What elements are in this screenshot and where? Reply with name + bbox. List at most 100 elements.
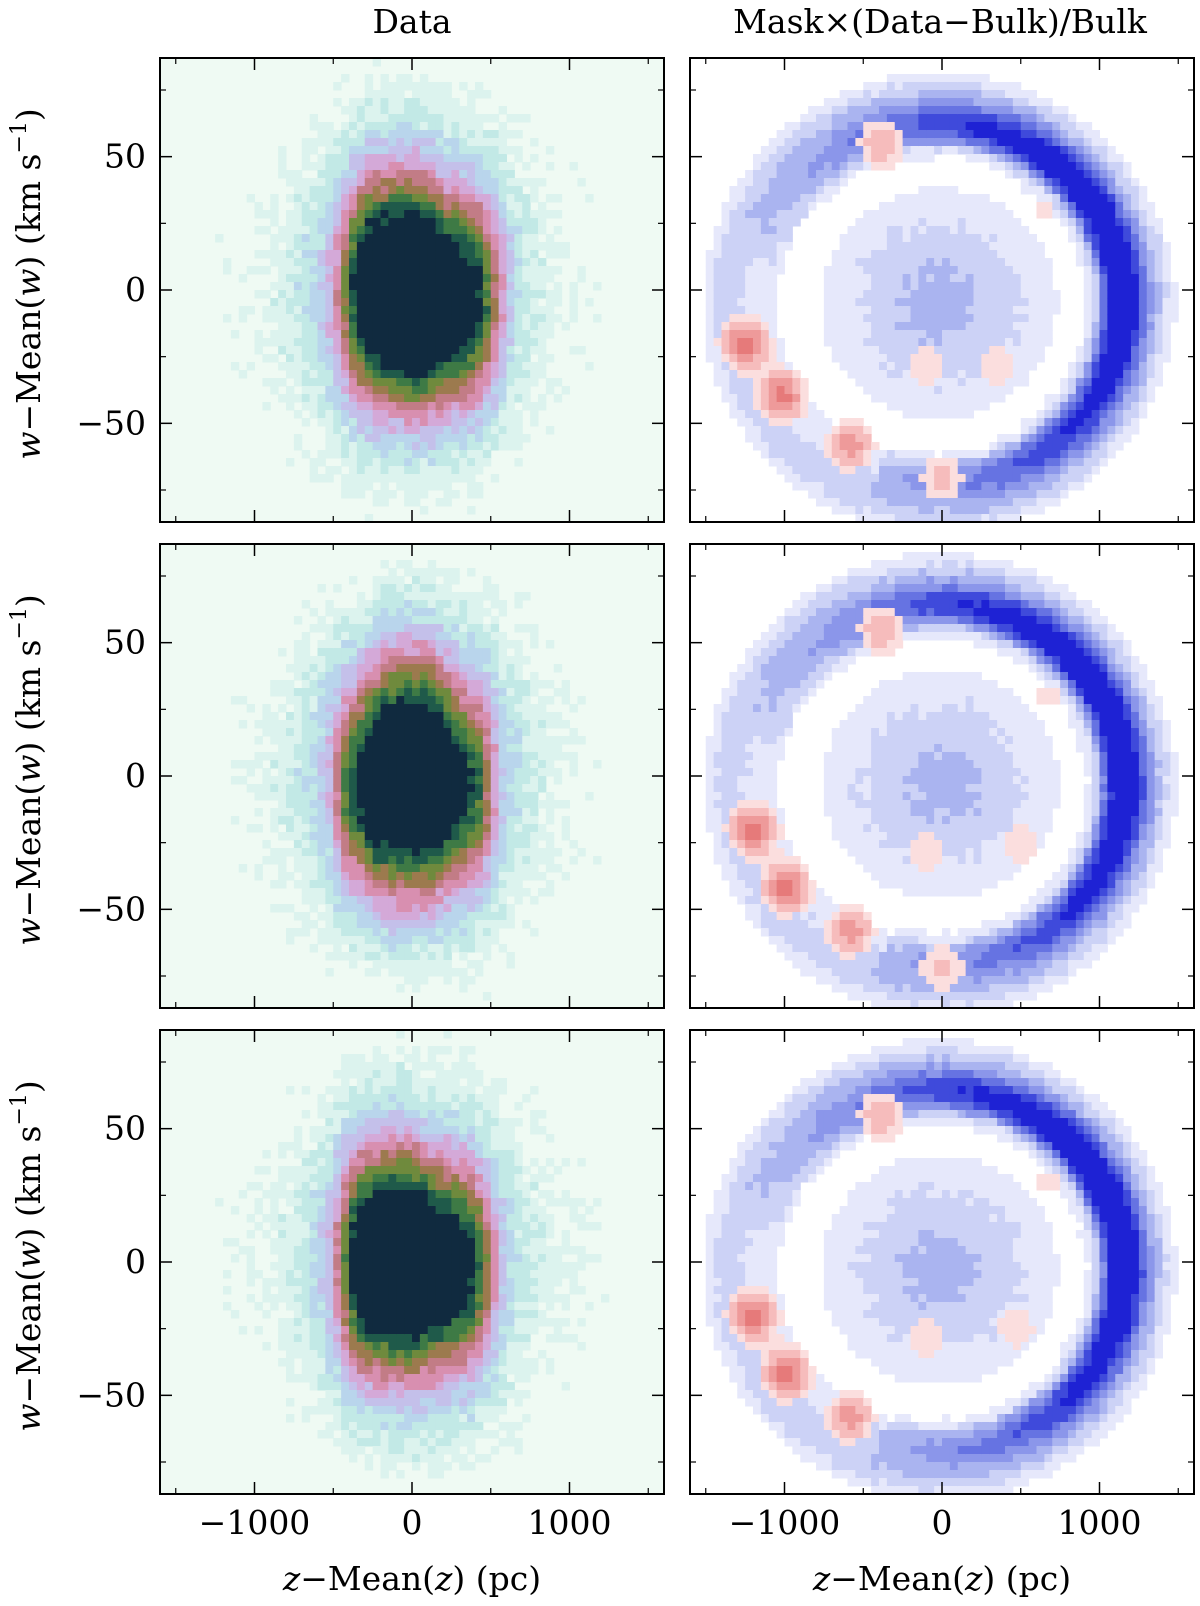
residual-cell — [918, 338, 927, 347]
density-cell — [404, 338, 413, 347]
residual-cell — [918, 306, 927, 315]
density-cell — [538, 346, 547, 355]
residual-cell — [879, 362, 888, 371]
residual-cell — [1005, 218, 1014, 227]
residual-cell — [879, 226, 888, 235]
residual-cell — [1044, 106, 1053, 115]
residual-cell — [737, 402, 746, 411]
residual-cell — [823, 482, 833, 491]
residual-cell — [981, 386, 990, 395]
residual-cell — [1154, 290, 1164, 299]
density-cell — [412, 752, 421, 761]
residual-cell — [737, 338, 746, 347]
density-cell — [262, 338, 271, 347]
density-cell — [419, 426, 429, 435]
residual-cell — [1044, 322, 1053, 331]
density-cell — [435, 952, 445, 961]
residual-cell — [855, 466, 864, 475]
residual-cell — [831, 474, 841, 483]
density-cell — [475, 298, 484, 307]
density-cell — [380, 178, 389, 187]
residual-cell — [1146, 386, 1156, 395]
density-cell — [419, 370, 429, 379]
residual-cell — [1154, 250, 1164, 259]
density-cell — [246, 784, 256, 793]
density-cell — [530, 154, 539, 163]
density-cell — [412, 696, 421, 705]
density-cell — [451, 568, 460, 577]
residual-cell — [847, 450, 856, 459]
residual-cell — [1115, 154, 1124, 163]
density-cell — [325, 426, 334, 435]
density-cell — [545, 250, 555, 259]
density-cell — [482, 154, 492, 163]
density-cell — [388, 154, 397, 163]
density-cell — [522, 202, 531, 211]
residual-cell — [760, 186, 770, 195]
density-cell — [333, 346, 342, 355]
residual-cell — [957, 210, 967, 219]
residual-cell — [768, 186, 778, 195]
residual-cell — [1068, 194, 1077, 203]
density-cell — [349, 960, 358, 969]
density-cell — [443, 106, 452, 115]
density-cell — [396, 82, 405, 91]
density-cell — [530, 330, 539, 339]
residual-cell — [1107, 146, 1116, 155]
density-cell — [451, 848, 460, 857]
residual-cell — [997, 282, 1006, 291]
residual-cell — [886, 226, 896, 235]
density-cell — [349, 210, 358, 219]
residual-cell — [1036, 466, 1045, 475]
residual-cell — [1099, 450, 1108, 459]
residual-cell — [760, 266, 770, 275]
residual-cell — [886, 114, 896, 123]
density-cell — [309, 904, 319, 913]
residual-cell — [847, 106, 856, 115]
density-cell — [451, 370, 460, 379]
density-cell — [364, 234, 374, 243]
residual-cell — [981, 514, 990, 522]
density-cell — [396, 346, 405, 355]
density-cell — [309, 688, 319, 697]
residual-cell — [1028, 298, 1038, 307]
density-cell — [404, 450, 413, 459]
residual-cell — [1107, 266, 1116, 275]
density-cell — [419, 656, 429, 665]
density-cell — [317, 346, 326, 355]
residual-cell — [942, 458, 951, 467]
density-cell — [412, 888, 421, 897]
residual-cell — [965, 218, 975, 227]
density-cell — [254, 792, 263, 801]
density-cell — [341, 856, 350, 865]
density-cell — [443, 426, 452, 435]
density-cell — [396, 162, 405, 171]
residual-cell — [721, 338, 730, 347]
density-cell — [435, 696, 445, 705]
density-cell — [530, 210, 539, 219]
residual-cell — [753, 170, 762, 179]
residual-cell — [1154, 314, 1164, 323]
density-cell — [396, 712, 405, 721]
residual-cell — [1020, 114, 1030, 123]
density-cell — [333, 258, 342, 267]
density-cell — [482, 282, 492, 291]
density-cell — [475, 354, 484, 363]
density-cell — [419, 226, 429, 235]
density-cell — [396, 760, 405, 769]
density-cell — [545, 306, 555, 315]
density-cell — [451, 864, 460, 873]
density-cell — [443, 768, 452, 777]
density-cell — [412, 498, 421, 507]
density-cell — [443, 402, 452, 411]
residual-cell — [1162, 250, 1171, 259]
density-cell — [349, 856, 358, 865]
residual-cell — [965, 138, 975, 147]
density-cell — [262, 776, 271, 785]
residual-cell — [808, 410, 817, 419]
residual-cell — [1083, 378, 1093, 387]
density-cell — [412, 944, 421, 953]
density-cell — [506, 322, 515, 331]
density-cell — [341, 354, 350, 363]
density-cell — [372, 170, 382, 179]
